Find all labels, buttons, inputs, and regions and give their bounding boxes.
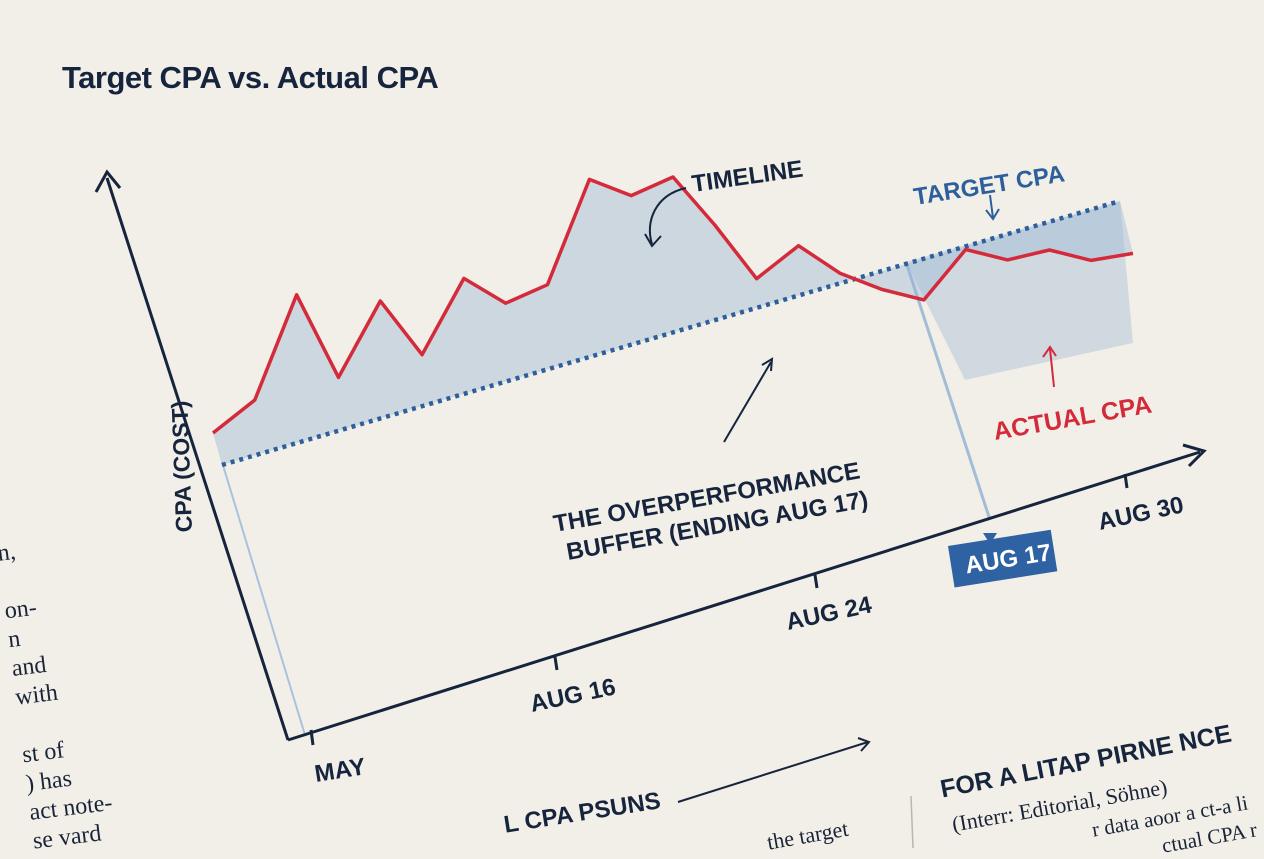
y-axis — [94, 169, 290, 741]
tick-mark-aug30 — [1123, 473, 1129, 489]
target-cpa-series-line — [221, 198, 1121, 468]
target-shaded-area — [906, 201, 1133, 380]
tick-label-aug30: AUG 30 — [1096, 491, 1186, 535]
annotation-actual-cpa: ACTUAL CPA — [991, 391, 1154, 446]
footer-arrowhead — [857, 737, 871, 752]
tick-label-may: MAY — [313, 753, 368, 788]
timeline-arrowhead — [644, 233, 662, 248]
chart-title: Target CPA vs. Actual CPA — [62, 60, 439, 95]
aug17-highlight-badge: AUG 17 — [948, 529, 1058, 588]
tick-label-aug16: AUG 16 — [528, 673, 618, 717]
tick-mark-aug24 — [813, 574, 819, 589]
footer-divider — [910, 795, 914, 848]
aug17-pointer — [983, 533, 997, 544]
timeline-arrow — [648, 187, 687, 245]
actual-cpa-arrow — [1049, 348, 1055, 388]
may-guide-line — [221, 461, 306, 736]
target-cpa-arrowhead — [985, 208, 1000, 221]
annotation-timeline: TIMELINE — [690, 156, 805, 198]
buffer-arrowhead — [761, 357, 774, 372]
buffer-arrow — [723, 361, 772, 443]
aug17-guide-line — [904, 261, 992, 521]
footer-arrow — [677, 741, 869, 803]
target-cpa-arrow — [989, 194, 994, 219]
tick-mark-may — [309, 729, 315, 746]
overperformance-buffer-area — [213, 177, 1133, 465]
actual-cpa-series-line — [211, 175, 1134, 435]
actual-cpa-arrowhead — [1042, 345, 1057, 358]
x-axis — [287, 443, 1207, 742]
annotation-target-cpa: TARGET CPA — [912, 160, 1067, 211]
tick-mark-aug16 — [553, 656, 559, 671]
y-axis-label: CPA (COST) — [166, 400, 197, 532]
tick-label-aug24: AUG 24 — [784, 591, 875, 636]
